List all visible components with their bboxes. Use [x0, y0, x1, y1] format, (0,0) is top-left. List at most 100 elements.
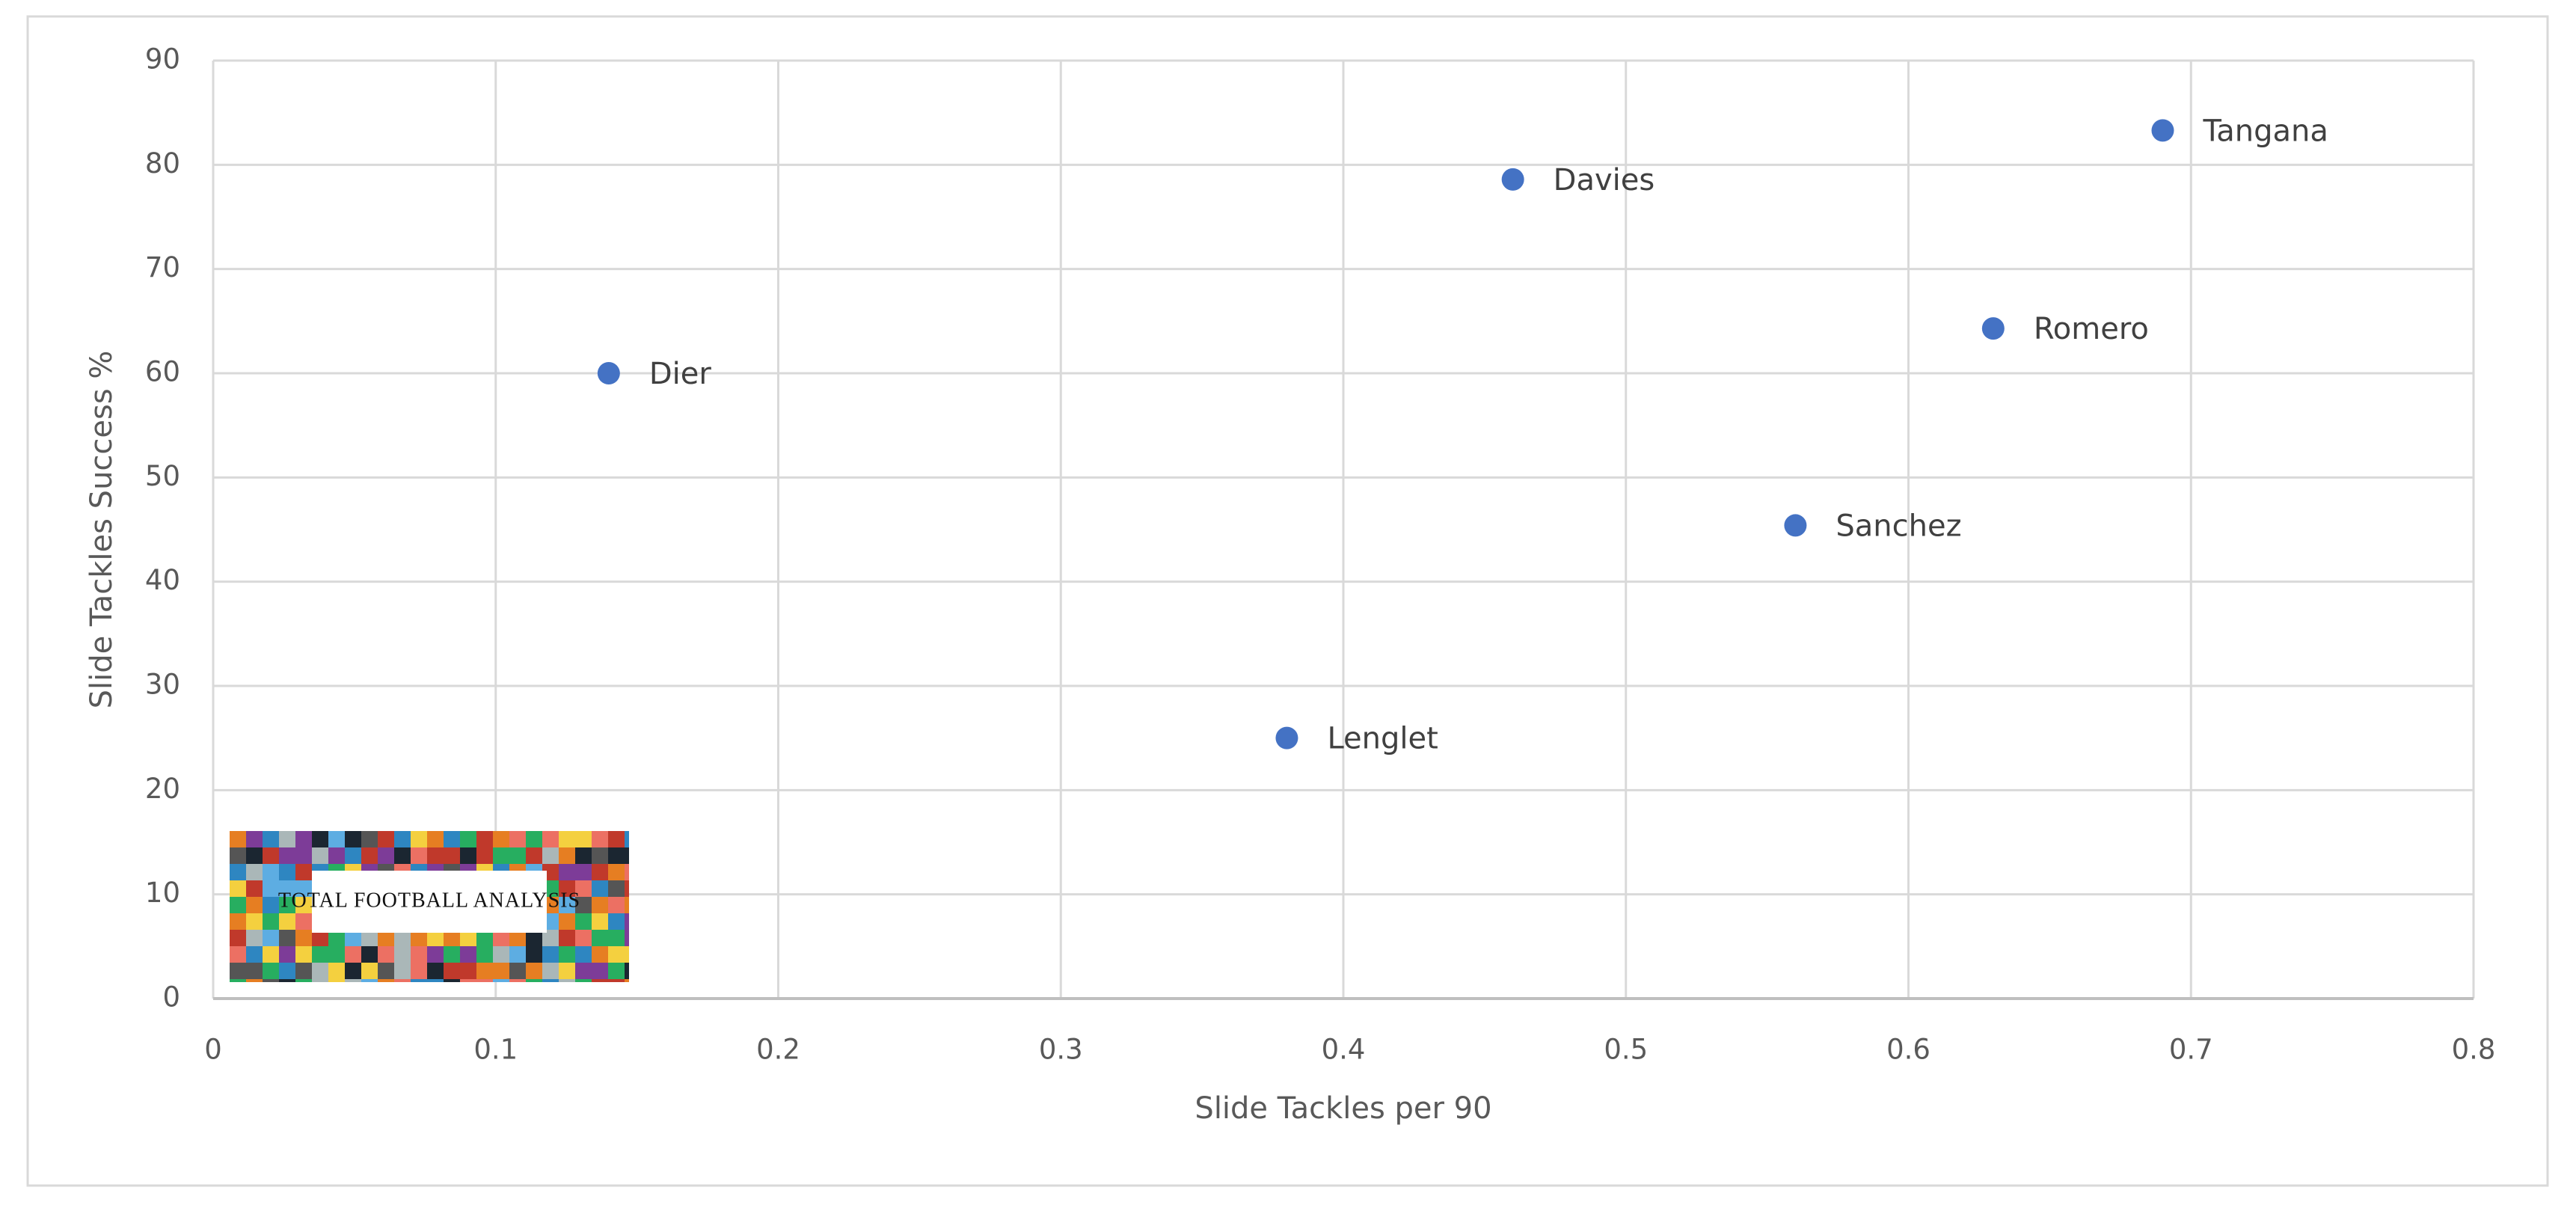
logo-tile	[295, 930, 312, 946]
logo-tile	[592, 847, 608, 864]
logo-tile	[608, 930, 625, 946]
logo-tile	[542, 930, 559, 946]
logo-tile	[345, 979, 361, 982]
logo-tile	[411, 930, 427, 946]
x-tick-label: 0	[204, 1034, 222, 1066]
logo-tile	[230, 831, 246, 847]
logo-tile	[608, 963, 625, 979]
logo-tile	[312, 847, 328, 864]
logo-tile	[312, 831, 328, 847]
logo-tile	[592, 913, 608, 930]
logo-tile	[526, 963, 542, 979]
logo-tile	[476, 979, 493, 982]
logo-tile	[378, 831, 394, 847]
logo-tile	[394, 979, 411, 982]
logo-tile	[263, 897, 279, 913]
logo-tile	[246, 913, 263, 930]
logo-tile	[427, 946, 444, 963]
logo-tile	[230, 963, 246, 979]
point	[1981, 317, 2005, 340]
x-tick-label: 0.7	[2169, 1034, 2213, 1066]
logo-tile	[427, 847, 444, 864]
logo-tile	[328, 979, 345, 982]
logo-tile	[295, 880, 312, 897]
logo-tile	[263, 847, 279, 864]
y-tick-label: 80	[145, 147, 180, 180]
x-tick-label: 0.2	[756, 1034, 800, 1066]
logo-tile	[476, 831, 493, 847]
logo-tile	[592, 946, 608, 963]
logo-tile	[345, 946, 361, 963]
logo-tile	[230, 946, 246, 963]
logo-tile	[592, 979, 608, 982]
logo-tile	[608, 880, 625, 897]
logo-tile	[625, 847, 629, 864]
logo-tile	[559, 897, 575, 913]
logo-tile	[246, 930, 263, 946]
point-label: Lenglet	[1327, 722, 1438, 756]
logo-tile	[625, 880, 629, 897]
logo-tile	[542, 847, 559, 864]
logo-tile	[263, 831, 279, 847]
logo-tile	[476, 930, 493, 946]
y-tick-label: 90	[145, 43, 180, 76]
logo-tile	[411, 847, 427, 864]
logo-tile	[427, 963, 444, 979]
logo-tile	[625, 979, 629, 982]
y-tick-label: 0	[162, 981, 180, 1014]
y-tick-label: 10	[145, 877, 180, 909]
logo-tile	[608, 831, 625, 847]
logo-tile	[592, 880, 608, 897]
logo-tile	[394, 963, 411, 979]
y-tick-label: 20	[145, 773, 180, 805]
logo-tile	[328, 847, 345, 864]
logo-tile	[328, 963, 345, 979]
logo-tile	[592, 831, 608, 847]
logo-tile	[460, 979, 476, 982]
logo-tile	[625, 864, 629, 880]
logo-tile	[575, 946, 592, 963]
logo-tile	[444, 979, 460, 982]
logo-tile	[493, 979, 509, 982]
logo-tile	[476, 963, 493, 979]
logo-tile	[345, 963, 361, 979]
logo-tile	[625, 963, 629, 979]
logo-tile	[559, 864, 575, 880]
logo-tile	[460, 946, 476, 963]
logo-tile	[345, 847, 361, 864]
logo-tile	[279, 913, 295, 930]
logo-tile	[608, 913, 625, 930]
logo-tile	[542, 979, 559, 982]
logo-tile	[295, 963, 312, 979]
logo-tile	[246, 831, 263, 847]
logo-tile	[328, 946, 345, 963]
logo-tile	[230, 979, 246, 982]
logo-tile	[476, 847, 493, 864]
logo-text: TOTAL FOOTBALL ANALYSIS	[278, 889, 580, 912]
logo-tile	[559, 979, 575, 982]
logo-tile	[279, 847, 295, 864]
logo-tile	[444, 930, 460, 946]
logo-tile	[476, 946, 493, 963]
logo-tile	[246, 979, 263, 982]
logo-tile	[246, 897, 263, 913]
logo-tile	[328, 831, 345, 847]
logo-tile	[361, 979, 378, 982]
logo-tile	[295, 946, 312, 963]
logo-tile	[246, 946, 263, 963]
logo-tile	[575, 913, 592, 930]
point	[597, 362, 620, 384]
logo-tile	[444, 946, 460, 963]
point-label: Davies	[1554, 163, 1655, 197]
point	[2151, 119, 2174, 142]
x-tick-label: 0.4	[1322, 1034, 1366, 1066]
logo-tile	[263, 930, 279, 946]
logo-tile	[295, 913, 312, 930]
logo-tile	[411, 979, 427, 982]
logo-tile	[608, 864, 625, 880]
logo-tile	[263, 946, 279, 963]
x-tick-label: 0.1	[473, 1034, 518, 1066]
logo-tile	[279, 946, 295, 963]
logo-tile	[295, 864, 312, 880]
